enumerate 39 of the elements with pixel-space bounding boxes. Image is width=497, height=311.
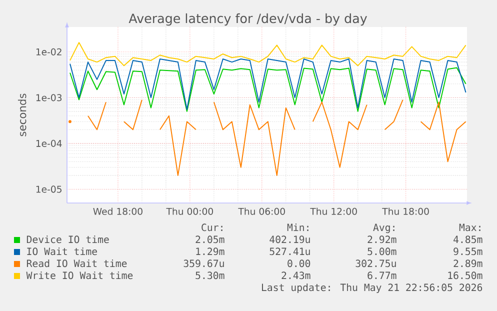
text: Cur:	[202, 224, 222, 232]
text: 2.43m	[282, 272, 310, 280]
y-tick-label: 1e-03	[36, 94, 62, 102]
legend-label: Read IO Wait time	[26, 259, 127, 268]
text: 16.50m	[448, 272, 482, 280]
line-series	[70, 42, 466, 66]
legend-label: IO Wait time	[27, 247, 97, 256]
line-series	[70, 67, 466, 112]
text: 302.75u	[356, 260, 396, 268]
text: Last update: Thu May 21 22:56:05 2026	[262, 283, 482, 294]
text: 2.92m	[368, 236, 396, 244]
line-series	[70, 58, 466, 110]
text: 527.41u	[270, 248, 310, 256]
text: 2.89m	[454, 260, 482, 268]
x-tick-label: Wed 18:00	[93, 208, 142, 215]
text: Min:	[287, 223, 308, 231]
text: 6.77m	[368, 272, 396, 280]
text: 0.00	[288, 260, 310, 268]
y-tick-label: 1e-04	[36, 140, 62, 147]
y-tick-label: 1e-02	[36, 48, 62, 56]
x-tick-label: Thu 00:00	[166, 208, 214, 215]
x-tick-label: Thu 18:00	[382, 208, 429, 215]
text: 2.05m	[196, 236, 224, 244]
x-tick-label: Thu 12:00	[310, 208, 357, 215]
text: 5.30m	[196, 272, 224, 280]
text: 4.85m	[454, 236, 482, 244]
y-tick-label: 1e-05	[36, 186, 62, 193]
y-axis-title: seconds	[18, 94, 26, 136]
text: 9.55m	[454, 248, 482, 256]
text: Max:	[459, 224, 480, 232]
text: Avg:	[373, 224, 394, 234]
text: 359.67u	[184, 260, 224, 268]
text: 402.19u	[270, 236, 310, 244]
text: 5.00m	[368, 248, 396, 256]
legend-label: Write IO Wait time	[26, 271, 133, 280]
x-tick-label: Thu 06:00	[238, 208, 285, 215]
text: 1.29m	[196, 248, 224, 256]
chart-title: Average latency for /dev/vda - by day	[128, 13, 367, 26]
legend-label: Device IO time	[26, 235, 109, 244]
